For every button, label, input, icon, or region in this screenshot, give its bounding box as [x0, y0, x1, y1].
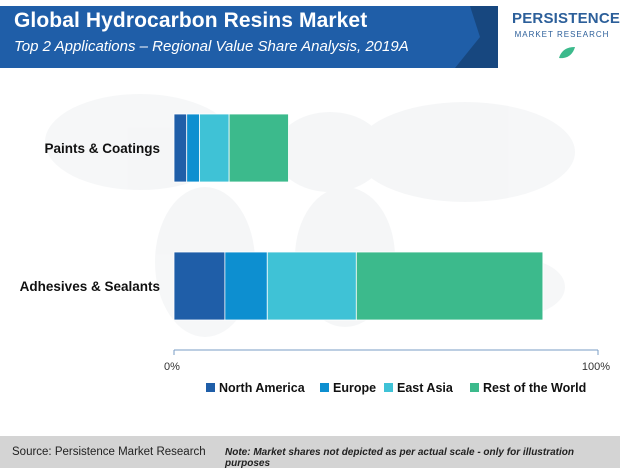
legend-swatch-north-america	[206, 383, 215, 392]
source-text: Source: Persistence Market Research	[12, 446, 206, 458]
legend-label: Europe	[333, 381, 376, 395]
bar-segment-rest-of-world	[228, 113, 289, 183]
legend-label: Rest of the World	[483, 381, 586, 395]
title-banner	[0, 6, 498, 68]
bar-segment-east-asia	[266, 251, 357, 321]
footer: Source: Persistence Market Research Note…	[0, 436, 620, 469]
bar-segment-rest-of-world	[355, 251, 544, 321]
logo-tagline: MARKET RESEARCH	[514, 30, 610, 39]
chart: Paints & Coatings Adhesives & Sealants 0%…	[20, 94, 610, 395]
legend-swatch-europe	[320, 383, 329, 392]
legend-label: East Asia	[397, 381, 454, 395]
chart-subtitle: Top 2 Applications – Regional Value Shar…	[14, 38, 409, 55]
x-tick-label: 100%	[582, 361, 610, 373]
x-tick-label: 0%	[164, 361, 180, 373]
company-logo: PERSISTENCE MARKET RESEARCH	[512, 10, 620, 66]
legend-swatch-east-asia	[384, 383, 393, 392]
legend-label: North America	[219, 381, 306, 395]
bar-segment-europe	[186, 113, 200, 183]
bar-segment-east-asia	[199, 113, 230, 183]
header: Global Hydrocarbon Resins Market Top 2 A…	[0, 0, 620, 72]
chart-title: Global Hydrocarbon Resins Market	[14, 9, 368, 32]
logo-name: PERSISTENCE	[512, 10, 620, 27]
bar-segment-north-america	[173, 113, 188, 183]
footer-note: Note: Market shares not depicted as per …	[225, 447, 574, 469]
bar-segment-europe	[224, 251, 268, 321]
leaf-icon	[559, 47, 575, 59]
category-label: Paints & Coatings	[44, 141, 160, 156]
bar-segment-north-america	[173, 251, 226, 321]
category-label: Adhesives & Sealants	[20, 279, 160, 294]
legend-swatch-rest-of-world	[470, 383, 479, 392]
